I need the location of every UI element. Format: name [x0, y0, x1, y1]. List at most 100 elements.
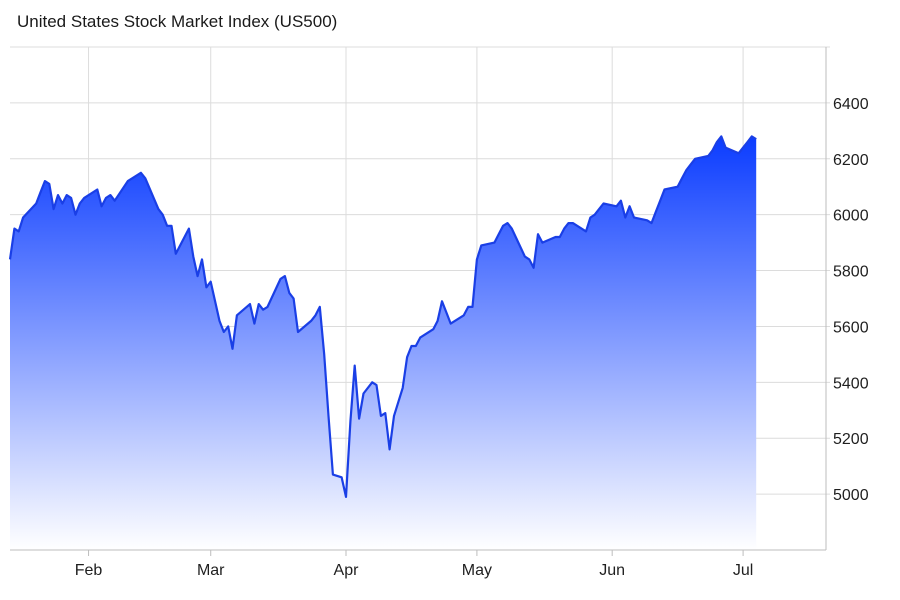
data-point — [690, 163, 692, 165]
data-point — [170, 225, 172, 227]
data-point — [362, 392, 364, 394]
data-point — [196, 275, 198, 277]
data-point — [258, 303, 260, 305]
data-point — [114, 200, 116, 202]
data-point — [567, 222, 569, 224]
data-point — [332, 473, 334, 475]
data-point — [249, 303, 251, 305]
data-point — [140, 172, 142, 174]
x-tick-label: Jul — [733, 562, 753, 579]
data-point — [105, 197, 107, 199]
data-point — [463, 314, 465, 316]
data-point — [262, 309, 264, 311]
data-point — [371, 381, 373, 383]
data-point — [100, 205, 102, 207]
data-point — [676, 186, 678, 188]
data-point — [480, 244, 482, 246]
data-point — [646, 219, 648, 221]
data-point — [96, 188, 98, 190]
data-point — [559, 236, 561, 238]
data-point — [746, 141, 748, 143]
data-point — [13, 227, 15, 229]
data-point — [685, 169, 687, 171]
data-point — [279, 278, 281, 280]
data-point — [131, 177, 133, 179]
y-tick-label: 5000 — [833, 487, 869, 504]
y-tick-label: 6400 — [833, 96, 869, 113]
y-tick-label: 5800 — [833, 264, 869, 281]
x-tick-label: Feb — [75, 562, 103, 579]
x-tick-label: May — [462, 562, 492, 579]
y-tick-label: 5200 — [833, 431, 869, 448]
data-point — [432, 328, 434, 330]
data-point — [441, 300, 443, 302]
data-point — [751, 135, 753, 137]
y-tick-label: 6200 — [833, 152, 869, 169]
data-point — [266, 306, 268, 308]
data-point — [585, 230, 587, 232]
chart-title: United States Stock Market Index (US500) — [17, 12, 338, 31]
data-point — [288, 292, 290, 294]
data-point — [157, 208, 159, 210]
data-point — [615, 205, 617, 207]
data-point — [340, 476, 342, 478]
data-point — [410, 345, 412, 347]
data-point — [375, 384, 377, 386]
data-point — [406, 356, 408, 358]
data-point — [327, 415, 329, 417]
data-point — [44, 180, 46, 182]
data-point — [310, 320, 312, 322]
data-point — [681, 177, 683, 179]
data-point — [22, 216, 24, 218]
data-point — [450, 322, 452, 324]
data-point — [297, 331, 299, 333]
data-point — [162, 214, 164, 216]
data-point — [738, 152, 740, 154]
data-point — [35, 202, 37, 204]
data-point — [541, 241, 543, 243]
data-point — [83, 197, 85, 199]
data-point — [380, 415, 382, 417]
data-point — [633, 216, 635, 218]
data-point — [292, 297, 294, 299]
data-point — [9, 258, 11, 260]
series-area-fill — [10, 136, 757, 550]
x-tick-label: Apr — [334, 562, 360, 579]
data-point — [524, 255, 526, 257]
data-point — [624, 216, 626, 218]
data-point — [70, 197, 72, 199]
data-point — [227, 325, 229, 327]
data-point — [563, 227, 565, 229]
data-point — [166, 225, 168, 227]
data-point — [388, 448, 390, 450]
data-point — [594, 214, 596, 216]
data-point — [201, 258, 203, 260]
x-tick-label: Mar — [197, 562, 225, 579]
data-point — [755, 138, 757, 140]
data-point — [354, 364, 356, 366]
data-point — [345, 496, 347, 498]
data-point — [192, 255, 194, 257]
data-point — [471, 306, 473, 308]
data-point — [476, 258, 478, 260]
data-point — [506, 222, 508, 224]
data-point — [707, 155, 709, 157]
data-point — [284, 275, 286, 277]
data-point — [572, 222, 574, 224]
data-point — [358, 418, 360, 420]
data-point — [231, 348, 233, 350]
data-point — [66, 194, 68, 196]
data-point — [415, 345, 417, 347]
data-point — [218, 320, 220, 322]
data-point — [188, 227, 190, 229]
data-point — [175, 253, 177, 255]
data-point — [711, 149, 713, 151]
data-point — [655, 211, 657, 213]
data-point — [554, 236, 556, 238]
data-point — [716, 141, 718, 143]
data-point — [61, 202, 63, 204]
x-tick-label: Jun — [599, 562, 625, 579]
data-point — [650, 222, 652, 224]
